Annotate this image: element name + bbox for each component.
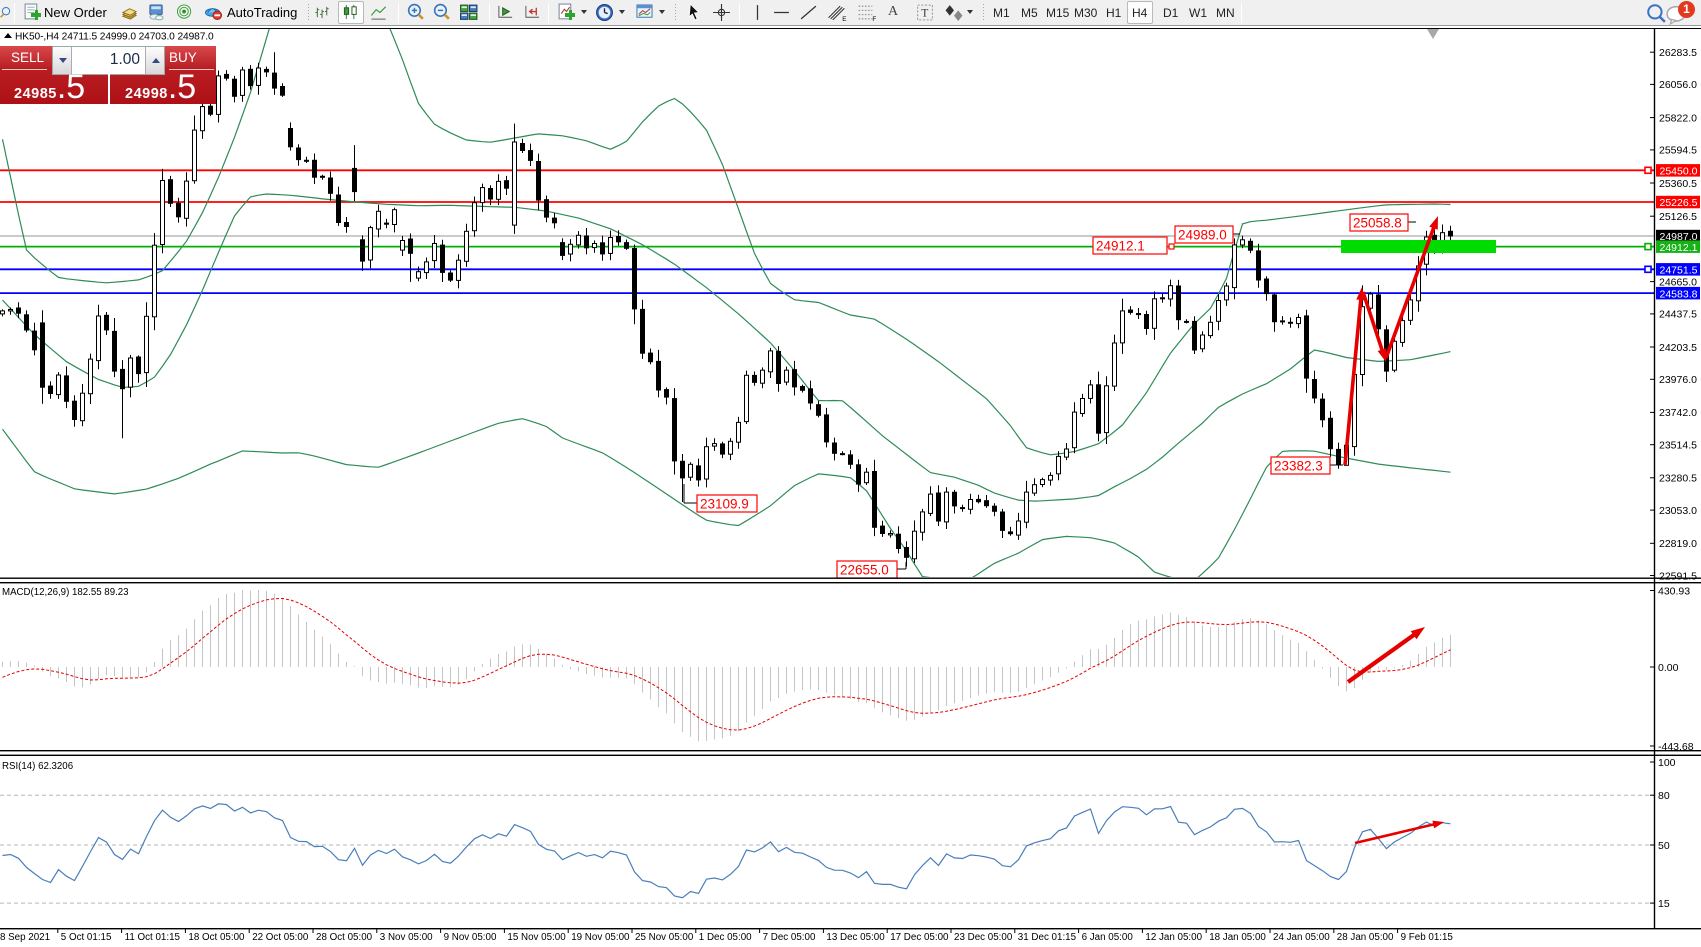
svg-text:23280.5: 23280.5 [1659,473,1697,485]
svg-text:11 Oct 01:15: 11 Oct 01:15 [125,932,181,943]
svg-text:-443.68: -443.68 [1658,741,1694,753]
svg-text:3 Nov 05:00: 3 Nov 05:00 [380,932,433,943]
svg-text:28 Sep 2021: 28 Sep 2021 [0,932,50,943]
svg-text:28 Oct 05:00: 28 Oct 05:00 [316,932,373,943]
svg-text:25594.5: 25594.5 [1659,145,1697,157]
svg-text:T: T [921,7,928,20]
svg-text:24989.0: 24989.0 [1178,228,1227,243]
svg-text:24 Jan 05:00: 24 Jan 05:00 [1273,932,1330,943]
svg-text:1 Dec 05:00: 1 Dec 05:00 [699,932,752,943]
svg-text:13 Dec 05:00: 13 Dec 05:00 [826,932,885,943]
svg-text:80: 80 [1658,790,1670,802]
svg-text:23742.0: 23742.0 [1659,407,1697,419]
svg-text:22591.5: 22591.5 [1659,570,1697,582]
svg-text:17 Dec 05:00: 17 Dec 05:00 [890,932,949,943]
svg-text:15 Nov 05:00: 15 Nov 05:00 [507,932,566,943]
svg-text:50: 50 [1658,840,1670,852]
svg-text:24751.5: 24751.5 [1660,265,1698,277]
svg-text:23 Dec 05:00: 23 Dec 05:00 [954,932,1013,943]
svg-text:25450.0: 25450.0 [1660,166,1698,178]
svg-text:25058.8: 25058.8 [1353,216,1402,231]
svg-text:23514.5: 23514.5 [1659,440,1697,452]
svg-text:24583.8: 24583.8 [1660,288,1698,300]
svg-text:F: F [872,16,876,22]
svg-text:18 Jan 05:00: 18 Jan 05:00 [1209,932,1266,943]
svg-text:5 Oct 01:15: 5 Oct 01:15 [61,932,112,943]
svg-text:24912.1: 24912.1 [1096,239,1145,254]
svg-text:24437.5: 24437.5 [1659,309,1697,321]
svg-text:MACD(12,26,9) 182.55 89.23: MACD(12,26,9) 182.55 89.23 [2,587,129,598]
svg-text:25 Nov 05:00: 25 Nov 05:00 [635,932,694,943]
svg-text:RSI(14) 62.3206: RSI(14) 62.3206 [2,761,73,772]
svg-text:100: 100 [1658,757,1676,769]
svg-text:7 Dec 05:00: 7 Dec 05:00 [763,932,816,943]
svg-text:E: E [842,16,846,22]
svg-text:24912.1: 24912.1 [1660,242,1698,254]
svg-text:26056.0: 26056.0 [1659,79,1697,91]
svg-text:6 Jan 05:00: 6 Jan 05:00 [1082,932,1134,943]
svg-text:23109.9: 23109.9 [700,497,749,512]
svg-text:24665.0: 24665.0 [1659,276,1697,288]
svg-text:24203.5: 24203.5 [1659,342,1697,354]
svg-text:430.93: 430.93 [1658,585,1690,597]
svg-text:22819.0: 22819.0 [1659,538,1697,550]
svg-text:28 Jan 05:00: 28 Jan 05:00 [1337,932,1394,943]
svg-text:9 Feb 01:15: 9 Feb 01:15 [1401,932,1454,943]
svg-text:15: 15 [1658,898,1670,910]
svg-text:19 Nov 05:00: 19 Nov 05:00 [571,932,630,943]
svg-text:25226.5: 25226.5 [1660,197,1698,209]
svg-text:0.00: 0.00 [1658,662,1679,674]
svg-text:22655.0: 22655.0 [840,563,889,578]
svg-text:25822.0: 25822.0 [1659,112,1697,124]
svg-text:18 Oct 05:00: 18 Oct 05:00 [188,932,245,943]
svg-text:25126.5: 25126.5 [1659,211,1697,223]
svg-text:25360.5: 25360.5 [1659,178,1697,190]
svg-text:23382.3: 23382.3 [1274,459,1323,474]
svg-text:23053.0: 23053.0 [1659,505,1697,517]
svg-text:23976.0: 23976.0 [1659,374,1697,386]
svg-text:24987.0: 24987.0 [1660,231,1698,243]
svg-text:12 Jan 05:00: 12 Jan 05:00 [1145,932,1202,943]
svg-text:9 Nov 05:00: 9 Nov 05:00 [444,932,497,943]
svg-text:26283.5: 26283.5 [1659,47,1697,59]
svg-text:31 Dec 01:15: 31 Dec 01:15 [1018,932,1077,943]
svg-text:HK50-,H4 24711.5 24999.0 2470: HK50-,H4 24711.5 24999.0 24703.0 24987.0 [15,32,214,43]
svg-text:22 Oct 05:00: 22 Oct 05:00 [252,932,309,943]
